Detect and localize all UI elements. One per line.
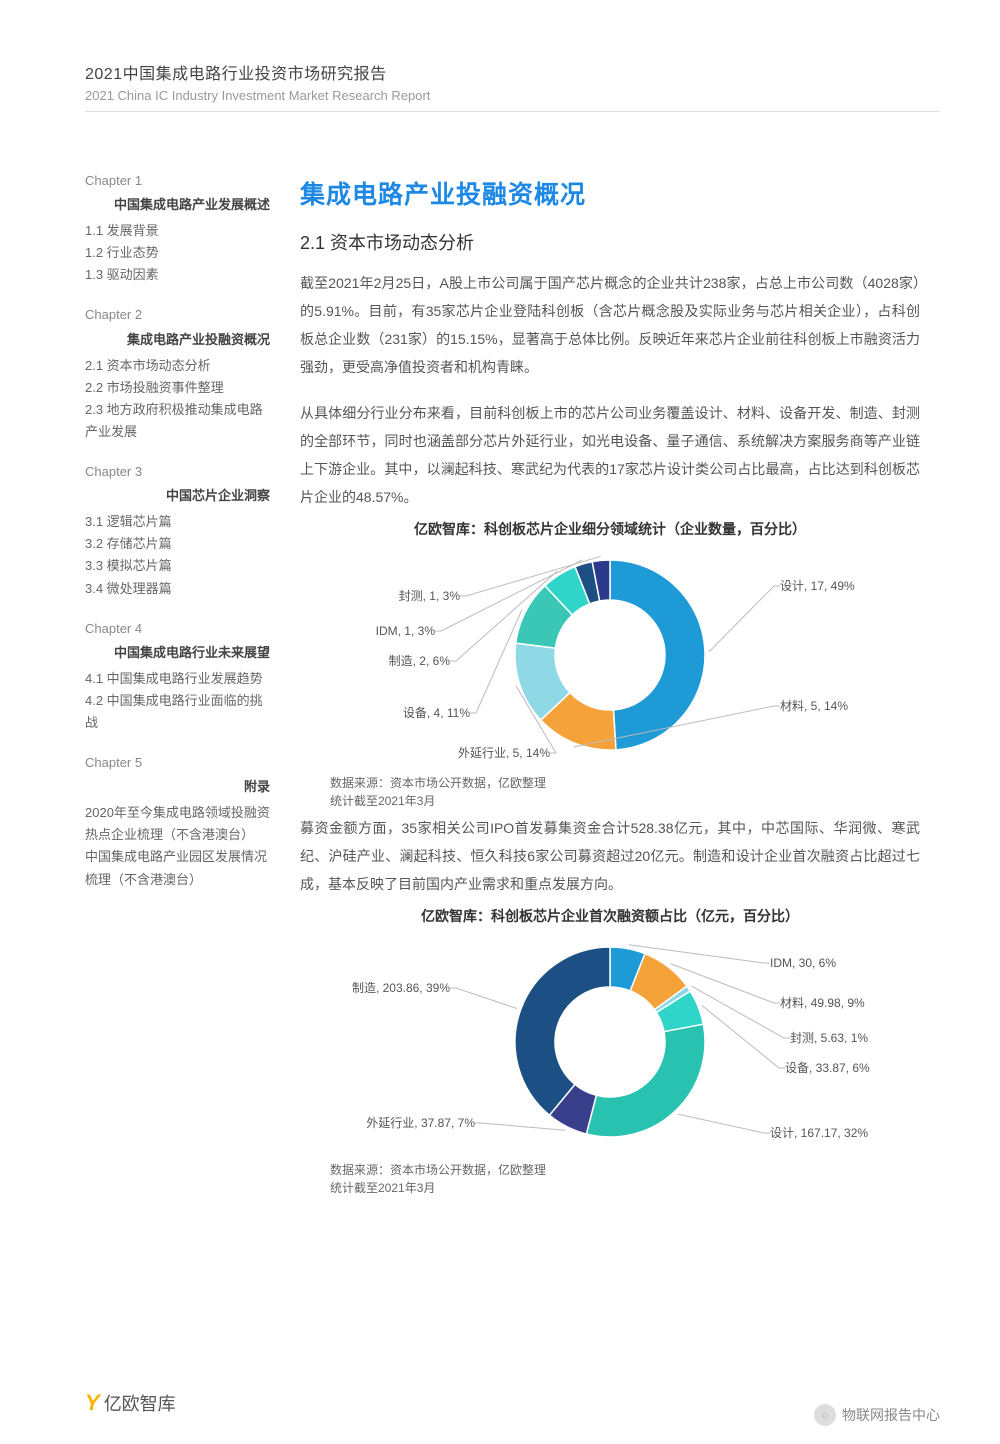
slice-label: 设备, 4, 11%	[403, 706, 470, 720]
source-line: 数据来源：资本市场公开数据，亿欧整理	[330, 774, 920, 792]
paragraph: 募资金额方面，35家相关公司IPO首发募集资金合计528.38亿元，其中，中芯国…	[300, 814, 920, 898]
chapter-label: Chapter 1	[85, 170, 270, 192]
donut-chart-1: 设计, 17, 49% 材料, 5, 14% 外延行业, 5, 14% 设备, 4, …	[300, 545, 920, 770]
report-title-en: 2021 China IC Industry Investment Market…	[85, 88, 940, 103]
toc-item: 2.3 地方政府积极推动集成电路产业发展	[85, 399, 270, 443]
chapter-label: Chapter 5	[85, 752, 270, 774]
chart-source: 数据来源：资本市场公开数据，亿欧整理 统计截至2021年3月	[300, 1161, 920, 1197]
toc-item: 3.3 模拟芯片篇	[85, 555, 270, 577]
toc-item: 4.1 中国集成电路行业发展趋势	[85, 668, 270, 690]
source-line: 统计截至2021年3月	[330, 1179, 920, 1197]
toc-item: 2020年至今集成电路领域投融资热点企业梳理（不含港澳台）	[85, 802, 270, 846]
toc-item: 3.2 存储芯片篇	[85, 533, 270, 555]
slice-label: 材料, 5, 14%	[780, 699, 848, 713]
table-of-contents: Chapter 1中国集成电路产业发展概述 1.1 发展背景1.2 行业态势1.3…	[85, 170, 270, 891]
toc-item: 1.2 行业态势	[85, 242, 270, 264]
toc-item: 3.4 微处理器篇	[85, 578, 270, 600]
donut-slice	[515, 947, 610, 1115]
slice-label: 制造, 2, 6%	[389, 654, 451, 668]
chapter-title: 集成电路产业投融资概况	[85, 329, 270, 351]
subsection-title: 2.1 资本市场动态分析	[300, 229, 920, 255]
slice-label: 外延行业, 5, 14%	[458, 746, 550, 760]
report-header: 2021中国集成电路行业投资市场研究报告 2021 China IC Indus…	[85, 60, 940, 112]
main-content: 集成电路产业投融资概况 2.1 资本市场动态分析 截至2021年2月25日，A股…	[300, 175, 920, 1197]
callout-line	[678, 1114, 770, 1133]
slice-label: IDM, 30, 6%	[770, 956, 836, 970]
wechat-name: 物联网报告中心	[842, 1405, 940, 1425]
slice-label: 设计, 17, 49%	[780, 579, 855, 593]
callout-line	[709, 586, 780, 652]
report-title-zh: 2021中国集成电路行业投资市场研究报告	[85, 60, 940, 84]
toc-item: 1.3 驱动因素	[85, 264, 270, 286]
chapter-title: 中国集成电路行业未来展望	[85, 642, 270, 664]
callout-line	[475, 1123, 565, 1130]
wechat-icon: ◌	[814, 1404, 836, 1426]
slice-label: 制造, 203.86, 39%	[352, 981, 450, 995]
slice-label: 封测, 1, 3%	[399, 589, 461, 603]
chapter-title: 中国集成电路产业发展概述	[85, 194, 270, 216]
chapter-label: Chapter 2	[85, 304, 270, 326]
toc-item: 2.2 市场投融资事件整理	[85, 377, 270, 399]
section-title: 集成电路产业投融资概况	[300, 175, 920, 211]
logo-text: 亿欧智库	[104, 1390, 176, 1416]
chart-title: 亿欧智库：科创板芯片企业首次融资额占比（亿元，百分比）	[300, 906, 920, 926]
logo-icon: Y	[85, 1390, 100, 1416]
donut-slice	[586, 1024, 705, 1137]
paragraph: 截至2021年2月25日，A股上市公司属于国产芯片概念的企业共计238家，占总上…	[300, 269, 920, 381]
slice-label: IDM, 1, 3%	[376, 624, 436, 638]
slice-label: 材料, 49.98, 9%	[780, 996, 865, 1010]
slice-label: 外延行业, 37.87, 7%	[366, 1116, 475, 1130]
donut-chart-2: IDM, 30, 6% 材料, 49.98, 9% 封测, 5.63, 1% 设备, …	[300, 932, 920, 1157]
donut-slice	[610, 560, 705, 750]
chapter-label: Chapter 4	[85, 618, 270, 640]
wechat-badge: ◌ 物联网报告中心	[814, 1404, 940, 1426]
paragraph: 从具体细分行业分布来看，目前科创板上市的芯片公司业务覆盖设计、材料、设备开发、制…	[300, 399, 920, 511]
chapter-title: 中国芯片企业洞察	[85, 485, 270, 507]
toc-item: 3.1 逻辑芯片篇	[85, 511, 270, 533]
toc-item: 1.1 发展背景	[85, 220, 270, 242]
slice-label: 封测, 5.63, 1%	[790, 1031, 868, 1045]
callout-line	[692, 986, 790, 1038]
slice-label: 设计, 167.17, 32%	[770, 1126, 868, 1140]
source-line: 统计截至2021年3月	[330, 792, 920, 810]
chapter-label: Chapter 3	[85, 461, 270, 483]
chart-title: 亿欧智库：科创板芯片企业细分领域统计（企业数量，百分比）	[300, 519, 920, 539]
source-line: 数据来源：资本市场公开数据，亿欧整理	[330, 1161, 920, 1179]
chapter-title: 附录	[85, 776, 270, 798]
callout-line	[450, 988, 517, 1008]
toc-item: 4.2 中国集成电路行业面临的挑战	[85, 690, 270, 734]
slice-label: 设备, 33.87, 6%	[785, 1061, 870, 1075]
chart-source: 数据来源：资本市场公开数据，亿欧整理 统计截至2021年3月	[300, 774, 920, 810]
toc-item: 2.1 资本市场动态分析	[85, 355, 270, 377]
brand-logo: Y 亿欧智库	[85, 1390, 176, 1416]
toc-item: 中国集成电路产业园区发展情况梳理（不含港澳台）	[85, 846, 270, 890]
